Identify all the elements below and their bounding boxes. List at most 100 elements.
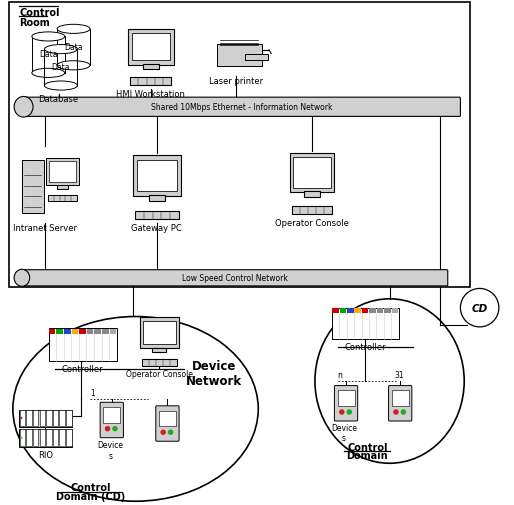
FancyBboxPatch shape: [87, 329, 94, 334]
Text: Gateway PC: Gateway PC: [132, 223, 182, 232]
Text: Low Speed Control Network: Low Speed Control Network: [182, 274, 288, 283]
FancyBboxPatch shape: [149, 196, 166, 202]
FancyBboxPatch shape: [46, 411, 52, 426]
FancyBboxPatch shape: [293, 158, 331, 188]
FancyBboxPatch shape: [132, 34, 170, 61]
FancyBboxPatch shape: [48, 328, 117, 361]
Text: Device
Network: Device Network: [186, 360, 242, 388]
Ellipse shape: [57, 62, 90, 71]
Ellipse shape: [57, 25, 90, 34]
FancyBboxPatch shape: [347, 309, 354, 314]
Text: Data: Data: [52, 63, 70, 72]
FancyBboxPatch shape: [159, 411, 176, 426]
Circle shape: [339, 410, 344, 415]
FancyBboxPatch shape: [79, 329, 86, 334]
FancyBboxPatch shape: [95, 329, 101, 334]
FancyBboxPatch shape: [332, 309, 339, 314]
Text: CD: CD: [471, 303, 488, 313]
Circle shape: [400, 410, 406, 415]
Text: Room: Room: [19, 18, 50, 28]
FancyBboxPatch shape: [40, 411, 45, 426]
FancyBboxPatch shape: [53, 411, 59, 426]
FancyBboxPatch shape: [20, 411, 25, 426]
Circle shape: [105, 426, 111, 432]
FancyBboxPatch shape: [130, 78, 171, 86]
FancyBboxPatch shape: [57, 329, 63, 334]
Text: Control: Control: [347, 442, 388, 452]
FancyBboxPatch shape: [19, 410, 72, 427]
FancyBboxPatch shape: [48, 195, 77, 201]
FancyBboxPatch shape: [57, 185, 68, 189]
Ellipse shape: [32, 69, 65, 78]
Circle shape: [160, 430, 166, 435]
FancyBboxPatch shape: [26, 411, 32, 426]
FancyBboxPatch shape: [384, 309, 391, 314]
FancyBboxPatch shape: [33, 411, 39, 426]
FancyBboxPatch shape: [46, 429, 52, 446]
FancyBboxPatch shape: [141, 360, 177, 366]
FancyBboxPatch shape: [71, 329, 78, 334]
Circle shape: [112, 426, 118, 432]
Text: Control: Control: [71, 482, 112, 492]
FancyBboxPatch shape: [66, 411, 71, 426]
FancyBboxPatch shape: [46, 159, 79, 186]
FancyBboxPatch shape: [216, 44, 262, 67]
FancyBboxPatch shape: [64, 329, 70, 334]
FancyBboxPatch shape: [340, 309, 346, 314]
FancyBboxPatch shape: [100, 402, 123, 438]
FancyBboxPatch shape: [290, 154, 335, 192]
FancyBboxPatch shape: [140, 317, 179, 348]
FancyBboxPatch shape: [304, 192, 320, 197]
Text: Data: Data: [64, 42, 83, 52]
FancyBboxPatch shape: [19, 429, 72, 447]
FancyBboxPatch shape: [377, 309, 383, 314]
Ellipse shape: [45, 45, 78, 55]
FancyBboxPatch shape: [292, 207, 332, 215]
Ellipse shape: [14, 97, 33, 118]
Text: Controller: Controller: [62, 365, 103, 374]
Text: Domain (CD): Domain (CD): [57, 491, 125, 501]
FancyBboxPatch shape: [53, 429, 59, 446]
FancyBboxPatch shape: [338, 390, 355, 406]
FancyBboxPatch shape: [66, 429, 71, 446]
Text: Operator Console: Operator Console: [275, 218, 349, 227]
FancyBboxPatch shape: [22, 161, 44, 214]
Ellipse shape: [45, 82, 78, 91]
FancyBboxPatch shape: [102, 329, 108, 334]
FancyBboxPatch shape: [103, 407, 120, 423]
FancyBboxPatch shape: [245, 55, 267, 61]
FancyBboxPatch shape: [135, 211, 179, 220]
FancyBboxPatch shape: [9, 3, 469, 288]
Ellipse shape: [315, 299, 464, 464]
FancyBboxPatch shape: [143, 321, 176, 345]
Text: Device
s: Device s: [331, 423, 357, 442]
Text: 1: 1: [90, 388, 95, 397]
FancyBboxPatch shape: [40, 429, 45, 446]
FancyBboxPatch shape: [137, 161, 177, 192]
FancyBboxPatch shape: [128, 29, 174, 66]
FancyBboxPatch shape: [109, 329, 116, 334]
FancyBboxPatch shape: [20, 270, 448, 286]
FancyBboxPatch shape: [143, 65, 159, 70]
FancyBboxPatch shape: [392, 390, 409, 406]
Text: Domain: Domain: [346, 450, 388, 461]
Text: Intranet Server: Intranet Server: [13, 223, 78, 232]
Text: HMI Workstation: HMI Workstation: [116, 90, 185, 99]
Text: Control: Control: [19, 8, 60, 18]
Ellipse shape: [14, 270, 30, 287]
Ellipse shape: [13, 317, 258, 501]
FancyBboxPatch shape: [153, 348, 166, 352]
Circle shape: [20, 417, 23, 419]
Text: Controller: Controller: [344, 342, 386, 351]
FancyBboxPatch shape: [355, 309, 361, 314]
FancyBboxPatch shape: [26, 429, 32, 446]
Text: Laser printer: Laser printer: [209, 77, 263, 86]
Text: Data: Data: [39, 50, 58, 59]
Text: Database: Database: [39, 95, 79, 104]
FancyBboxPatch shape: [60, 411, 65, 426]
FancyBboxPatch shape: [332, 308, 399, 339]
FancyBboxPatch shape: [60, 429, 65, 446]
Text: Shared 10Mbps Ethernet - Information Network: Shared 10Mbps Ethernet - Information Net…: [151, 103, 333, 112]
FancyBboxPatch shape: [49, 329, 56, 334]
Text: Operator Console: Operator Console: [126, 370, 193, 379]
